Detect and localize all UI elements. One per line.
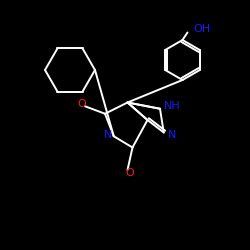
Text: O: O xyxy=(77,99,86,109)
Text: N: N xyxy=(104,130,112,140)
Text: OH: OH xyxy=(194,24,211,34)
Text: NH: NH xyxy=(164,101,181,111)
Text: O: O xyxy=(126,168,134,177)
Text: N: N xyxy=(168,130,177,140)
